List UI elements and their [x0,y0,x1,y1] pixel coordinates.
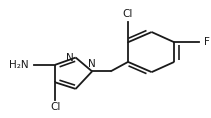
Text: N: N [88,59,96,70]
Text: Cl: Cl [50,102,60,112]
Text: Cl: Cl [123,9,133,19]
Text: H₂N: H₂N [9,60,28,70]
Text: N: N [66,53,74,63]
Text: F: F [204,37,210,47]
